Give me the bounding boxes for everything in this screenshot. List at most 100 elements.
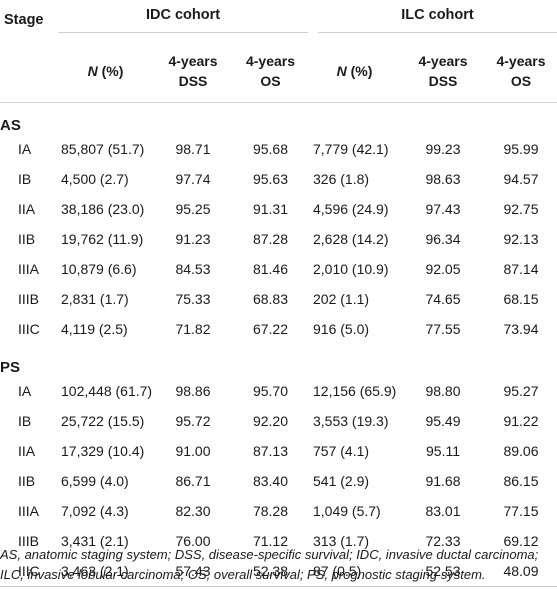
idc-os-cell: 83.40 [252, 473, 289, 489]
ilc-n-cell: 87 (0.5) [313, 562, 362, 579]
table-row: IIIC 3,463 (2.1) 57.43 52.38 87 (0.5) 52.53 48… [0, 556, 557, 586]
idc-os-cell: 81.46 [252, 261, 289, 277]
idc-cohort-header: IDC cohort [58, 0, 308, 40]
ilc-os-cell: 92.13 [503, 231, 539, 247]
ilc-n-header: N (%) [308, 40, 401, 102]
idc-os-cell: 92.20 [252, 413, 289, 429]
idc-n-cell: 3,431 (2.1) [61, 533, 129, 549]
survival-table: Stage IDC cohort ILC cohort N (%) 4-year… [0, 0, 557, 586]
table-row: IIIA 10,879 (6.6) 84.53 81.46 2,010 (10.9) 92… [0, 254, 557, 284]
idc-n-cell: 19,762 (11.9) [61, 231, 144, 247]
stage-cell: IIIB [18, 533, 40, 549]
dss-line2: DSS [178, 72, 208, 89]
ilc-dss-cell: 72.33 [425, 533, 461, 549]
idc-os-cell: 52.38 [252, 562, 289, 579]
idc-os-cell: 67.22 [252, 321, 289, 337]
ilc-cohort-label: ILC cohort [318, 7, 557, 33]
ilc-os-cell: 69.12 [503, 533, 539, 549]
idc-n-cell: 3,463 (2.1) [61, 562, 129, 579]
ilc-dss-cell: 91.68 [425, 473, 461, 489]
ilc-dss-cell: 74.65 [425, 291, 461, 307]
stage-cell: IIA [18, 443, 36, 459]
idc-os-cell: 68.83 [252, 291, 289, 307]
idc-cohort-label: IDC cohort [58, 7, 308, 33]
table-row: IB 4,500 (2.7) 97.74 95.63 326 (1.8) 98.63 94.… [0, 164, 557, 194]
idc-dss-cell: 71.82 [175, 321, 211, 337]
idc-os-cell: 71.12 [252, 533, 289, 549]
ilc-n-cell: 7,779 (42.1) [313, 141, 389, 157]
stage-cell: IIIC [18, 321, 40, 337]
idc-dss-cell: 98.71 [175, 141, 211, 157]
ilc-os-cell: 68.15 [503, 291, 539, 307]
idc-n-header: N (%) [58, 40, 153, 102]
ilc-n-cell: 2,010 (10.9) [313, 261, 389, 277]
table-row: IIA 17,329 (10.4) 91.00 87.13 757 (4.1) 95.11… [0, 436, 557, 466]
ilc-n-cell: 1,049 (5.7) [313, 503, 381, 519]
ilc-cohort-header: ILC cohort [308, 0, 557, 40]
idc-n-cell: 38,186 (23.0) [61, 201, 145, 217]
stage-cell: IIB [18, 473, 36, 489]
idc-os-cell: 95.70 [252, 383, 289, 399]
ilc-os-cell: 87.14 [503, 261, 539, 277]
ilc-os-cell: 77.15 [503, 503, 539, 519]
stage-cell: IB [18, 171, 32, 187]
ilc-n-cell: 313 (1.7) [313, 533, 370, 549]
idc-n-cell: 102,448 (61.7) [61, 383, 153, 399]
section-row-ps: PS [0, 344, 557, 376]
header-row-measures: N (%) 4-years DSS 4-years OS N (%) 4-years… [0, 40, 557, 102]
ilc-dss-header: 4-years DSS [401, 40, 485, 102]
idc-os-cell: 87.28 [252, 231, 289, 247]
ilc-os-cell: 73.94 [503, 321, 539, 337]
idc-dss-cell: 75.33 [175, 291, 211, 307]
header-row-cohorts: Stage IDC cohort ILC cohort [0, 0, 557, 40]
ilc-n-cell: 4,596 (24.9) [313, 201, 389, 217]
idc-dss-cell: 95.72 [175, 413, 211, 429]
os-line2: OS [260, 72, 281, 89]
ilc-os-cell: 95.27 [503, 383, 539, 399]
idc-n-cell: 10,879 (6.6) [61, 261, 137, 277]
ilc-n-cell: 202 (1.1) [313, 291, 370, 307]
section-label: AS [0, 117, 21, 134]
ilc-dss-cell: 98.63 [425, 171, 461, 187]
ilc-dss-cell: 95.11 [426, 443, 460, 459]
stage-cell: IB [18, 413, 32, 429]
stage-cell: IIB [18, 231, 36, 247]
ilc-os-cell: 48.09 [503, 562, 539, 579]
ilc-os-cell: 92.75 [503, 201, 539, 217]
ilc-n-cell: 541 (2.9) [313, 473, 370, 489]
table-row: IIIB 3,431 (2.1) 76.00 71.12 313 (1.7) 72.33 6… [0, 526, 557, 556]
stage-cell: IIIC [18, 562, 40, 579]
idc-os-cell: 78.28 [252, 503, 289, 519]
ilc-dss-cell: 77.55 [425, 321, 461, 337]
idc-dss-cell: 82.30 [175, 503, 211, 519]
idc-dss-cell: 84.53 [175, 261, 211, 277]
stage-cell: IA [18, 141, 32, 157]
table-row: IIIB 2,831 (1.7) 75.33 68.83 202 (1.1) 74.65 6… [0, 284, 557, 314]
idc-n-cell: 6,599 (4.0) [61, 473, 129, 489]
table-row: IA 102,448 (61.7) 98.86 95.70 12,156 (65.9) 9… [0, 376, 557, 406]
ilc-os-cell: 94.57 [503, 171, 539, 187]
idc-os-cell: 95.63 [252, 171, 289, 187]
stage-cell: IIIA [18, 261, 40, 277]
ilc-n-cell: 916 (5.0) [313, 321, 370, 337]
idc-dss-cell: 97.74 [175, 171, 211, 187]
idc-n-cell: 17,329 (10.4) [61, 443, 145, 459]
idc-n-cell: 7,092 (4.3) [61, 503, 129, 519]
os-line1: 4-years [245, 52, 296, 69]
ilc-dss-cell: 92.05 [425, 261, 461, 277]
ilc-os-cell: 86.15 [503, 473, 539, 489]
idc-dss-cell: 98.86 [175, 383, 211, 399]
idc-os-cell: 91.31 [252, 201, 289, 217]
idc-dss-cell: 86.71 [175, 473, 211, 489]
idc-os-cell: 95.68 [252, 141, 289, 157]
ilc-n-cell: 12,156 (65.9) [313, 383, 397, 399]
table-row: IA 85,807 (51.7) 98.71 95.68 7,779 (42.1) 99.… [0, 134, 557, 164]
os-line1: 4-years [496, 52, 546, 69]
table-row: IIIC 4,119 (2.5) 71.82 67.22 916 (5.0) 77.55 7… [0, 314, 557, 344]
stage-cell: IIIB [18, 291, 40, 307]
ilc-n-cell: 757 (4.1) [313, 443, 370, 459]
n-symbol: N [87, 62, 98, 79]
idc-n-cell: 2,831 (1.7) [61, 291, 129, 307]
stage-cell: IA [18, 383, 32, 399]
idc-dss-cell: 95.25 [175, 201, 211, 217]
